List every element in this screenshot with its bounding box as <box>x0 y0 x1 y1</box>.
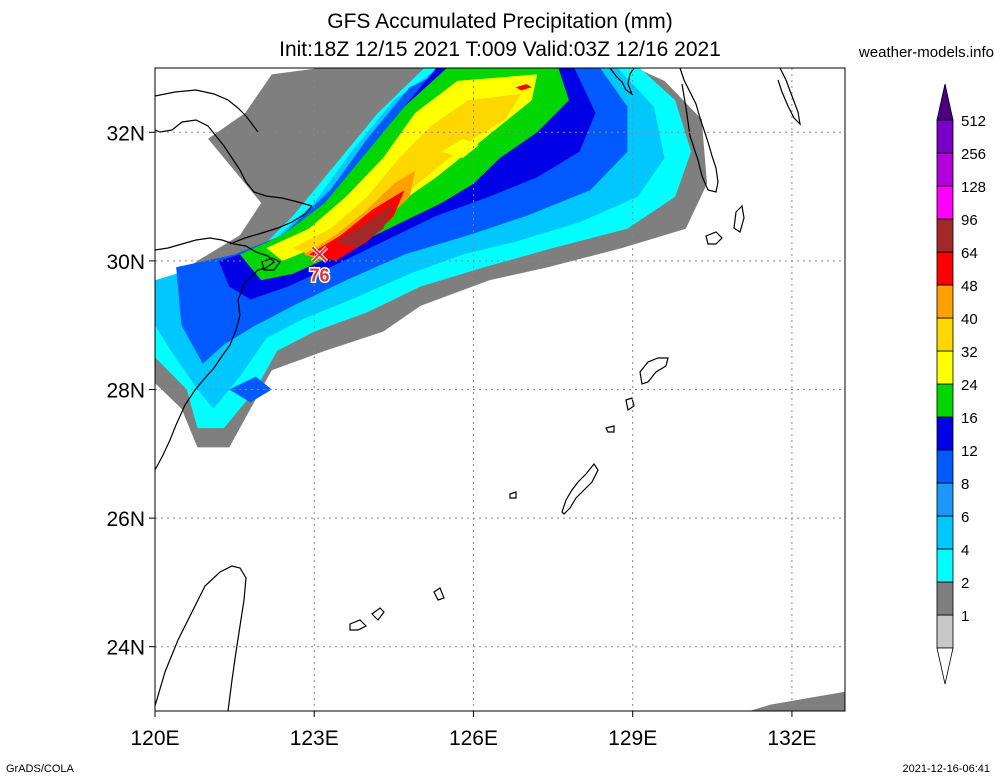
colorbar-label: 1 <box>961 608 969 625</box>
x-tick-label: 120E <box>130 727 179 750</box>
precip-region-48mm <box>303 170 416 261</box>
coastline-miyako <box>433 587 445 601</box>
coastline-ishigaki <box>349 619 368 631</box>
x-tick-label: 132E <box>767 727 816 750</box>
coastline-shandong <box>155 89 259 133</box>
colorbar-label: 96 <box>961 212 978 229</box>
coastline-tanegashima <box>733 204 745 233</box>
precip-region-96mm <box>335 203 394 248</box>
precip-region-40mm <box>293 93 522 255</box>
precip-region-12mm <box>229 376 272 403</box>
render-timestamp: 2021-12-16-06:41 <box>902 763 990 775</box>
colorbar-swatch-1 <box>936 614 954 649</box>
colorbar-label: 48 <box>961 278 978 295</box>
colorbar-swatch-96 <box>936 218 954 253</box>
precip-region-32mm <box>441 138 479 158</box>
colorbar-swatch-64 <box>936 251 954 286</box>
x-tick-label: 123E <box>290 727 339 750</box>
colorbar-swatch-512 <box>936 119 954 154</box>
colorbar-swatch-12 <box>936 449 954 484</box>
coastline-amami <box>639 357 669 385</box>
coastline-taiwan <box>155 565 247 711</box>
coastline-jiangsu <box>155 119 313 207</box>
coastline-zhoushan <box>261 257 281 271</box>
y-tick-label: 32N <box>106 122 145 145</box>
y-tick-label: 30N <box>106 251 145 274</box>
precip-region-64mm <box>515 84 532 91</box>
max-value-marker: 76 <box>308 246 331 287</box>
colorbar-label: 24 <box>961 377 978 394</box>
colorbar-label: 6 <box>961 509 969 526</box>
colorbar-label: 12 <box>961 443 978 460</box>
colorbar-bottom-arrow <box>936 647 954 685</box>
x-tick-label: 126E <box>449 727 498 750</box>
x-tick-label: 129E <box>608 727 657 750</box>
coastline-layer <box>155 68 801 711</box>
coastline-okinoerabu <box>605 425 615 433</box>
x-axis: 120E 123E 126E 129E 132E <box>130 711 816 750</box>
colorbar-swatch-24 <box>936 383 954 418</box>
y-tick-label: 24N <box>106 637 145 660</box>
colorbar-swatch-32 <box>936 350 954 385</box>
colorbar-swatch-40 <box>936 317 954 352</box>
colorbar-swatch-6 <box>936 515 954 550</box>
y-tick-label: 26N <box>106 508 145 531</box>
colorbar-label: 16 <box>961 410 978 427</box>
max-value-label: 76 <box>310 265 330 285</box>
coastline-kyushu <box>679 68 719 193</box>
coastline-korea <box>609 68 635 96</box>
colorbar-label: 2 <box>961 575 969 592</box>
colorbar-swatch-4 <box>936 548 954 583</box>
precip-region-2mm <box>749 691 845 711</box>
coastline-yangtze <box>229 205 313 245</box>
precip-field-layer <box>155 68 845 711</box>
precip-region-64mm <box>308 190 405 261</box>
colorbar-label: 128 <box>961 179 986 196</box>
coastline-tokunoshima <box>625 397 635 411</box>
coastline-kume <box>509 491 517 499</box>
colorbar-label: 512 <box>961 113 986 130</box>
colorbar-label: 32 <box>961 344 978 361</box>
software-credit: GrADS/COLA <box>6 763 74 775</box>
max-marker-cross <box>311 246 328 263</box>
colorbar-label: 40 <box>961 311 978 328</box>
credit-text: weather-models.info <box>858 44 994 61</box>
chart-title: GFS Accumulated Precipitation (mm) <box>327 10 673 33</box>
coastline-yakushima <box>705 231 723 245</box>
colorbar-top-arrow <box>936 83 954 121</box>
chart-subtitle: Init:18Z 12/15 2021 T:009 Valid:03Z 12/1… <box>279 38 721 61</box>
colorbar-label: 256 <box>961 146 986 163</box>
colorbar-label: 8 <box>961 476 969 493</box>
colorbar-label: 64 <box>961 245 978 262</box>
colorbar-swatch-2 <box>936 581 954 616</box>
colorbar-label: 4 <box>961 542 969 559</box>
coastline-china <box>155 237 275 471</box>
y-axis: 24N 26N 28N 30N 32N <box>106 122 155 660</box>
colorbar-swatch-16 <box>936 416 954 451</box>
coastline-shikoku <box>777 68 801 126</box>
colorbar-swatch-8 <box>936 482 954 517</box>
coastline-okinawa <box>561 462 599 515</box>
coastline-iriomote <box>371 607 385 621</box>
colorbar-swatch-256 <box>936 152 954 187</box>
colorbar-swatch-48 <box>936 284 954 319</box>
y-tick-label: 28N <box>106 380 145 403</box>
colorbar-swatch-128 <box>936 185 954 220</box>
